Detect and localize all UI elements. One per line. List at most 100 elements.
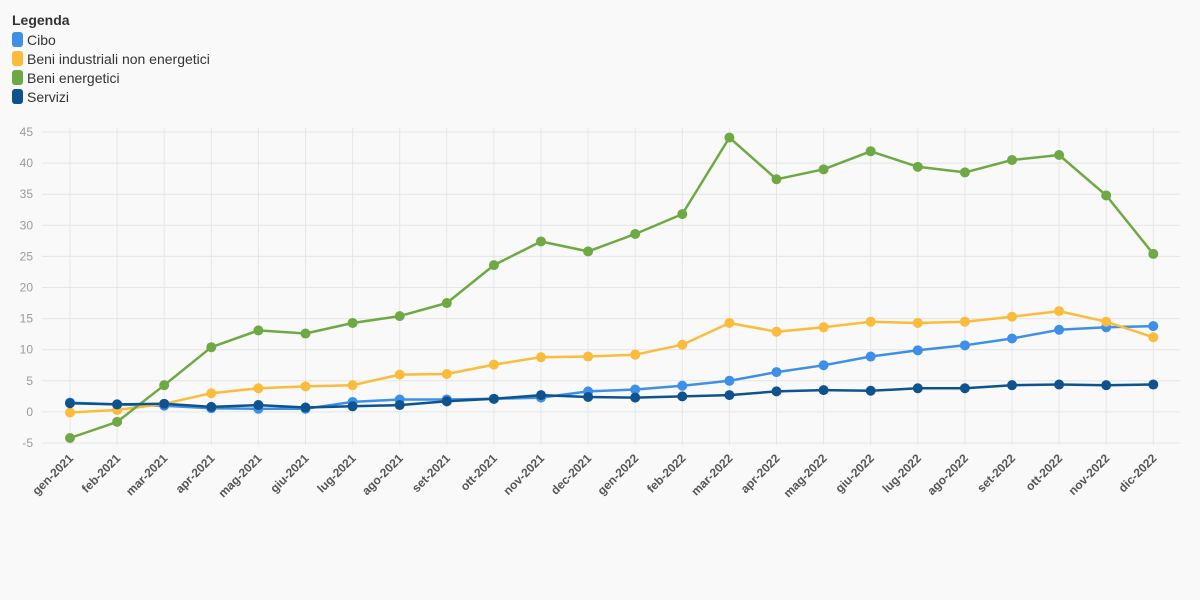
data-point-beni-energetici[interactable] — [159, 380, 170, 391]
data-point-beni-industriali-non-energetici[interactable] — [488, 359, 499, 370]
data-point-servizi[interactable] — [630, 392, 641, 403]
data-point-beni-energetici[interactable] — [583, 246, 594, 257]
data-point-beni-energetici[interactable] — [724, 132, 735, 143]
data-point-servizi[interactable] — [253, 400, 264, 411]
legend-item-servizi[interactable]: Servizi — [12, 87, 210, 106]
x-tick-label: gen-2021 — [29, 451, 76, 498]
data-point-servizi[interactable] — [441, 396, 452, 407]
data-point-beni-industriali-non-energetici[interactable] — [1101, 316, 1112, 327]
data-point-servizi[interactable] — [912, 383, 923, 394]
data-point-beni-industriali-non-energetici[interactable] — [253, 383, 264, 394]
data-point-beni-energetici[interactable] — [300, 328, 311, 339]
data-point-cibo[interactable] — [630, 384, 641, 395]
data-point-beni-energetici[interactable] — [1101, 190, 1112, 201]
data-point-beni-energetici[interactable] — [347, 317, 358, 328]
data-point-servizi[interactable] — [959, 383, 970, 394]
data-point-beni-energetici[interactable] — [677, 209, 688, 220]
data-point-beni-industriali-non-energetici[interactable] — [300, 381, 311, 392]
x-tick-label: ott-2022 — [1023, 451, 1066, 494]
data-point-beni-industriali-non-energetici[interactable] — [347, 380, 358, 391]
data-point-cibo[interactable] — [865, 351, 876, 362]
data-point-beni-industriali-non-energetici[interactable] — [1007, 311, 1017, 322]
data-point-beni-industriali-non-energetici[interactable] — [865, 316, 876, 327]
x-tick-label: dec-2021 — [548, 451, 594, 497]
data-point-servizi[interactable] — [347, 401, 358, 412]
data-point-beni-industriali-non-energetici[interactable] — [583, 351, 594, 362]
data-point-beni-industriali-non-energetici[interactable] — [771, 326, 782, 337]
data-point-servizi[interactable] — [865, 385, 876, 396]
legend-swatch-beni-industriali — [12, 51, 23, 66]
data-point-servizi[interactable] — [112, 399, 123, 410]
data-point-servizi[interactable] — [536, 390, 546, 401]
data-point-servizi[interactable] — [583, 391, 594, 402]
data-point-servizi[interactable] — [1054, 379, 1065, 390]
data-point-beni-industriali-non-energetici[interactable] — [536, 352, 546, 363]
data-point-servizi[interactable] — [488, 393, 499, 404]
data-point-beni-industriali-non-energetici[interactable] — [1148, 332, 1159, 343]
data-point-servizi[interactable] — [1007, 380, 1017, 391]
data-point-beni-energetici[interactable] — [1007, 154, 1017, 165]
data-point-beni-industriali-non-energetici[interactable] — [206, 388, 217, 399]
data-point-beni-industriali-non-energetici[interactable] — [677, 339, 688, 350]
series-line-beni-energetici — [69, 136, 1155, 440]
data-point-cibo[interactable] — [1007, 333, 1017, 344]
x-tick-label: giu-2021 — [267, 451, 312, 496]
legend-item-beni-energetici[interactable]: Beni energetici — [12, 68, 210, 87]
y-tick-label: 25 — [20, 249, 34, 263]
data-point-beni-energetici[interactable] — [1054, 150, 1065, 161]
data-point-servizi[interactable] — [724, 390, 735, 401]
data-point-cibo[interactable] — [1054, 324, 1065, 335]
data-point-servizi[interactable] — [1148, 379, 1159, 390]
data-point-beni-energetici[interactable] — [912, 161, 923, 172]
y-tick-label: 0 — [26, 405, 33, 419]
data-point-cibo[interactable] — [724, 375, 735, 386]
data-point-cibo[interactable] — [912, 345, 923, 356]
data-point-beni-energetici[interactable] — [771, 174, 782, 185]
data-point-beni-energetici[interactable] — [865, 146, 876, 157]
data-point-beni-energetici[interactable] — [441, 298, 452, 309]
data-point-beni-industriali-non-energetici[interactable] — [65, 407, 75, 418]
data-point-beni-energetici[interactable] — [1148, 248, 1159, 259]
data-point-beni-industriali-non-energetici[interactable] — [630, 349, 641, 360]
legend-item-cibo[interactable]: Cibo — [12, 30, 210, 49]
data-point-cibo[interactable] — [771, 367, 782, 378]
data-point-servizi[interactable] — [300, 402, 311, 413]
data-point-servizi[interactable] — [159, 398, 170, 409]
data-point-servizi[interactable] — [394, 400, 405, 411]
data-point-servizi[interactable] — [818, 385, 829, 396]
data-point-beni-energetici[interactable] — [959, 167, 970, 178]
data-point-beni-energetici[interactable] — [206, 342, 217, 353]
x-tick-label: feb-2021 — [79, 451, 124, 496]
x-tick-label: ago-2021 — [359, 451, 406, 498]
data-point-cibo[interactable] — [818, 360, 829, 371]
data-point-servizi[interactable] — [65, 398, 75, 409]
data-point-cibo[interactable] — [1148, 321, 1159, 332]
data-point-cibo[interactable] — [959, 340, 970, 351]
data-point-beni-energetici[interactable] — [630, 229, 641, 240]
legend-item-beni-industriali[interactable]: Beni industriali non energetici — [12, 49, 210, 68]
data-point-beni-energetici[interactable] — [112, 416, 123, 427]
x-tick-label: ago-2022 — [924, 451, 971, 498]
data-point-beni-industriali-non-energetici[interactable] — [1054, 306, 1065, 317]
data-point-beni-energetici[interactable] — [818, 164, 829, 175]
data-point-servizi[interactable] — [677, 391, 688, 402]
data-point-beni-industriali-non-energetici[interactable] — [724, 317, 735, 328]
data-point-beni-energetici[interactable] — [65, 433, 75, 444]
data-point-beni-energetici[interactable] — [536, 236, 546, 247]
x-tick-label: set-2022 — [974, 451, 1018, 495]
data-point-beni-energetici[interactable] — [488, 260, 499, 271]
data-point-servizi[interactable] — [1101, 380, 1112, 391]
data-point-beni-industriali-non-energetici[interactable] — [959, 316, 970, 327]
data-point-beni-energetici[interactable] — [253, 325, 264, 336]
x-tick-label: mar-2022 — [688, 451, 735, 498]
data-point-cibo[interactable] — [677, 380, 688, 391]
data-point-beni-industriali-non-energetici[interactable] — [818, 322, 829, 333]
data-point-beni-energetici[interactable] — [394, 311, 405, 322]
data-point-beni-industriali-non-energetici[interactable] — [441, 368, 452, 379]
legend-label-beni-industriali: Beni industriali non energetici — [27, 50, 210, 67]
data-point-servizi[interactable] — [206, 401, 217, 412]
data-point-beni-industriali-non-energetici[interactable] — [912, 317, 923, 328]
data-point-beni-industriali-non-energetici[interactable] — [394, 369, 405, 380]
y-tick-label: 35 — [20, 187, 34, 201]
data-point-servizi[interactable] — [771, 386, 782, 397]
